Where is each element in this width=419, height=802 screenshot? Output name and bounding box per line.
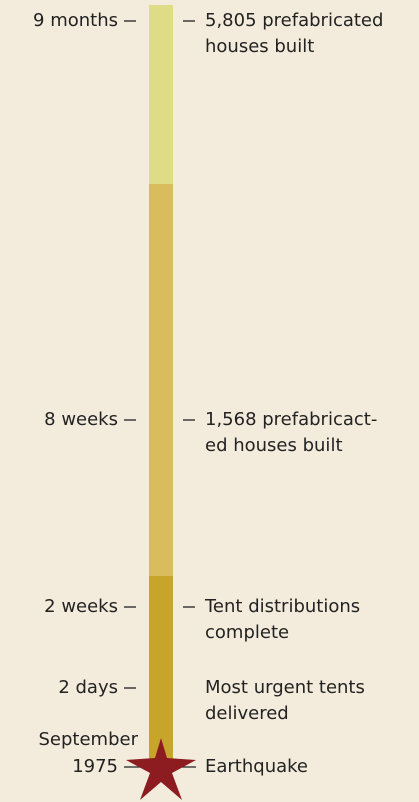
event-label: 5,805 prefabricated [205,10,383,31]
phase-bar [149,184,173,576]
time-label: September [39,729,139,750]
earthquake-star [126,738,196,800]
event-label: 1,568 prefabricact- [205,409,377,430]
phase-bar [149,576,173,770]
event-label: houses built [205,36,314,57]
time-label: 9 months [33,10,118,31]
event-label: delivered [205,703,289,724]
event-label: Earthquake [205,756,308,777]
phase-bar [149,5,173,184]
event-label: complete [205,622,289,643]
time-label: 8 weeks [44,409,118,430]
event-label: Most urgent tents [205,677,365,698]
event-label: Tent distributions [204,596,360,617]
time-label: 1975 [72,756,118,777]
time-label: 2 weeks [44,596,118,617]
event-label: ed houses built [205,435,343,456]
time-label: 2 days [58,677,118,698]
